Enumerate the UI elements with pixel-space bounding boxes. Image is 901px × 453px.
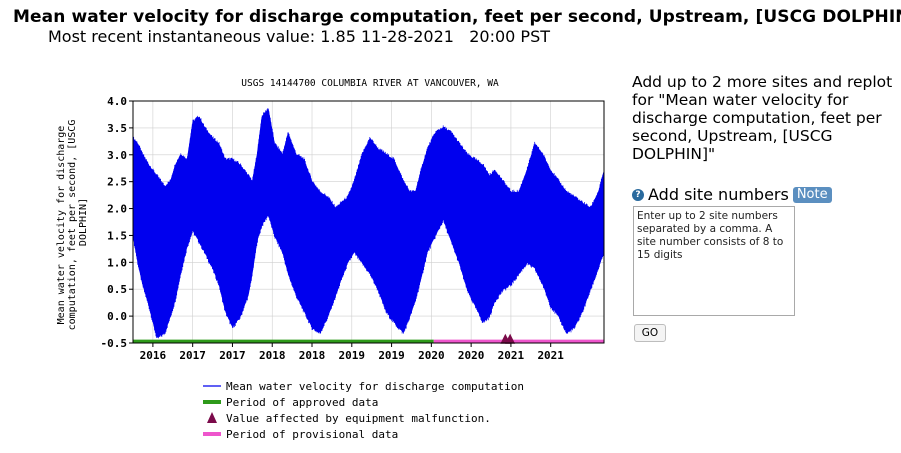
y-tick-label-7: 3.0 bbox=[107, 149, 127, 162]
help-icon[interactable]: ? bbox=[632, 188, 644, 201]
x-axis-ticks: 2016 2017 2017 2018 2018 2019 2019 2020 2020 2021… bbox=[140, 343, 564, 362]
x-tick-label-5: 2019 bbox=[339, 349, 366, 362]
legend-entry-0: Mean water velocity for discharge comput… bbox=[203, 380, 524, 393]
chart-title: USGS 14144700 COLUMBIA RIVER AT VANCOUVE… bbox=[241, 78, 499, 89]
recent-time: 20:00 PST bbox=[469, 27, 550, 46]
x-tick-label-6: 2019 bbox=[378, 349, 405, 362]
x-tick-label-7: 2020 bbox=[418, 349, 445, 362]
y-axis-label-line-3: DOLPHIN] bbox=[78, 198, 89, 246]
y-axis-label-line-2: computation, feet per second, [USCG bbox=[67, 120, 78, 331]
legend-entry-1: Period of approved data bbox=[203, 396, 378, 409]
legend-label-2: Value affected by equipment malfunction. bbox=[226, 412, 491, 425]
y-axis-label-line-1: Mean water velocity for discharge bbox=[56, 126, 67, 325]
legend-label-0: Mean water velocity for discharge comput… bbox=[226, 380, 524, 393]
x-tick-label-10: 2021 bbox=[537, 349, 564, 362]
legend-label-1: Period of approved data bbox=[226, 396, 378, 409]
y-tick-label-9: 4.0 bbox=[107, 95, 127, 108]
y-tick-label-4: 1.5 bbox=[107, 229, 127, 242]
x-tick-label-4: 2018 bbox=[299, 349, 326, 362]
legend-swatch-approved bbox=[203, 400, 221, 404]
note-button[interactable]: Note bbox=[792, 186, 832, 203]
series-area bbox=[132, 108, 605, 339]
malfunction-markers bbox=[500, 333, 516, 344]
legend-label-3: Period of provisional data bbox=[226, 428, 398, 441]
go-button[interactable]: GO bbox=[634, 324, 666, 342]
legend-entry-2: Value affected by equipment malfunction. bbox=[207, 412, 491, 425]
recent-value: 1.85 bbox=[320, 27, 356, 46]
recent-date: 11-28-2021 bbox=[360, 27, 454, 46]
replot-instructions: Add up to 2 more sites and replot for "M… bbox=[632, 73, 893, 163]
y-axis-label: Mean water velocity for discharge comput… bbox=[56, 114, 89, 331]
add-site-label: Add site numbers bbox=[648, 185, 789, 204]
y-tick-label-8: 3.5 bbox=[107, 122, 127, 135]
y-tick-label-5: 2.0 bbox=[107, 203, 127, 216]
y-axis-ticks: -0.5 0.0 0.5 1.0 1.5 2.0 2.5 3.0 3.5 4.0 bbox=[101, 95, 133, 350]
add-site-row: ? Add site numbers Note bbox=[632, 185, 832, 204]
page-title: Mean water velocity for discharge comput… bbox=[13, 7, 901, 27]
x-tick-label-8: 2020 bbox=[458, 349, 485, 362]
legend: Mean water velocity for discharge comput… bbox=[203, 380, 524, 441]
most-recent-value: Most recent instantaneous value: 1.85 11… bbox=[48, 27, 550, 46]
y-tick-label-2: 0.5 bbox=[107, 283, 127, 296]
y-tick-label-1: 0.0 bbox=[107, 310, 127, 323]
malfunction-marker-1 bbox=[505, 333, 516, 344]
velocity-chart: USGS 14144700 COLUMBIA RIVER AT VANCOUVE… bbox=[56, 78, 605, 441]
x-tick-label-1: 2017 bbox=[179, 349, 206, 362]
legend-swatch-provisional bbox=[203, 432, 221, 436]
x-tick-label-9: 2021 bbox=[498, 349, 525, 362]
y-tick-label-3: 1.0 bbox=[107, 256, 127, 269]
legend-entry-3: Period of provisional data bbox=[203, 428, 398, 441]
recent-label: Most recent instantaneous value: bbox=[48, 27, 316, 46]
legend-swatch-malfunction bbox=[207, 412, 217, 423]
x-tick-label-2: 2017 bbox=[219, 349, 246, 362]
series-oscillation-0 bbox=[132, 108, 605, 339]
site-numbers-input[interactable] bbox=[633, 206, 795, 316]
plot-frame bbox=[132, 100, 605, 344]
x-tick-label-0: 2016 bbox=[140, 349, 167, 362]
y-tick-label-0: -0.5 bbox=[101, 337, 128, 350]
y-tick-label-6: 2.5 bbox=[107, 176, 127, 189]
x-tick-label-3: 2018 bbox=[259, 349, 286, 362]
